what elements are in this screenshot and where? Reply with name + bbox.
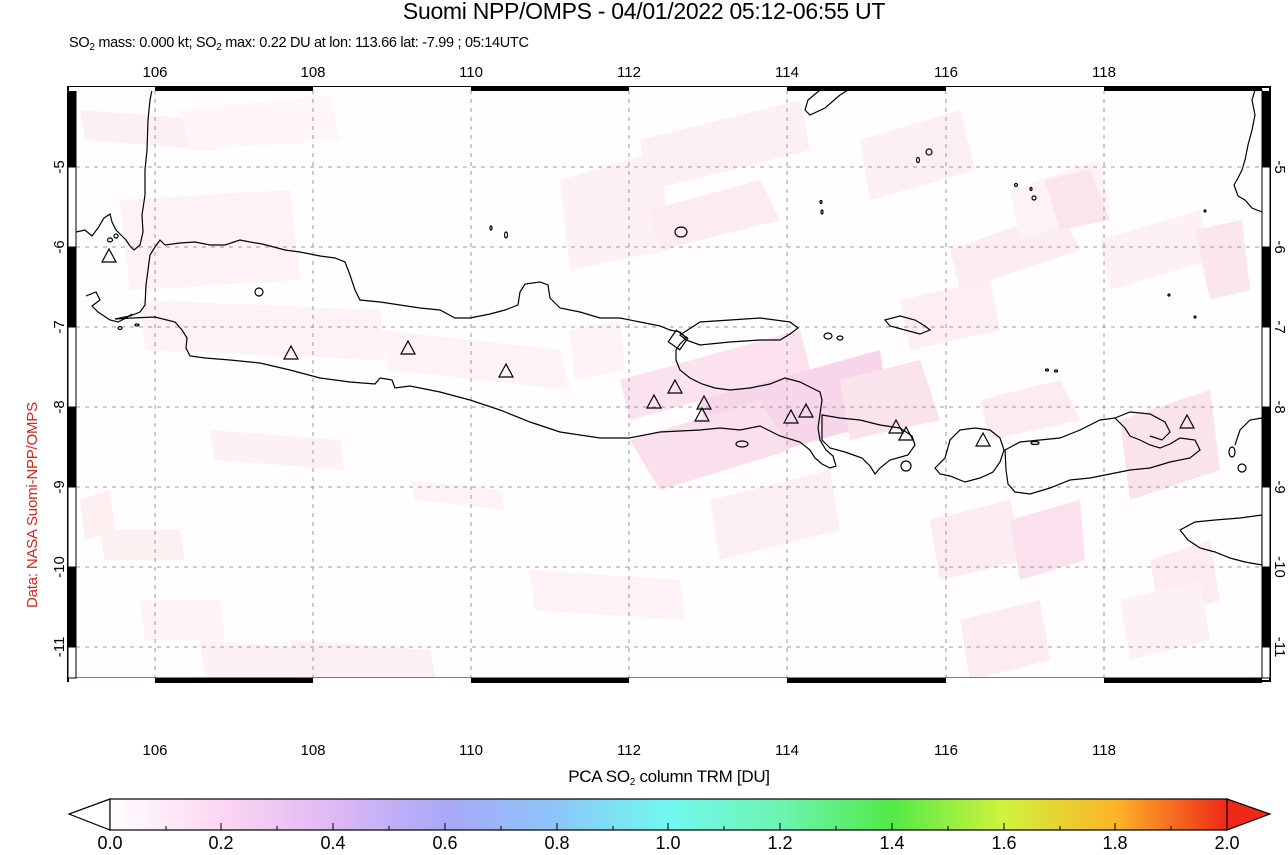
chart-subtitle: SO2 mass: 0.000 kt; SO2 max: 0.22 DU at … [69, 35, 529, 53]
latitude-labels-left: -5 -6 -7 -8 -9 -10 -11 [51, 160, 68, 657]
lat-label-left: -11 [51, 637, 68, 658]
lat-label-left: -6 [51, 240, 68, 253]
lat-label-right: -10 [1271, 556, 1288, 578]
lat-label-right: -6 [1271, 240, 1288, 253]
coastlines [76, 90, 1262, 566]
lat-label-left: -7 [51, 320, 68, 333]
lat-label-left: -5 [51, 160, 68, 173]
borneo-coast [1233, 90, 1262, 213]
kalimantan-coast [804, 90, 849, 116]
volcano-markers [100, 247, 1196, 447]
colorbar-tick-label: 0.6 [432, 833, 458, 853]
lon-label-bottom: 116 [934, 742, 958, 759]
sumba-coast [1179, 514, 1262, 566]
lon-label-top: 114 [775, 64, 799, 81]
lon-label-bottom: 108 [300, 742, 325, 759]
lon-label-top: 116 [934, 64, 958, 81]
chart-title: Suomi NPP/OMPS - 04/01/2022 05:12-06:55 … [402, 0, 886, 24]
colorbar-max-arrow [1226, 798, 1272, 831]
colorbar-label: PCA SO2 column TRM [DU] [568, 767, 770, 788]
lon-label-top: 106 [142, 64, 167, 81]
lon-label-top: 108 [300, 64, 325, 81]
map-frame [67, 86, 1271, 683]
colorbar-tick-label: 1.0 [655, 833, 681, 853]
lon-label-top: 118 [1092, 64, 1116, 81]
colorbar-tick-label: 0.8 [544, 833, 570, 853]
lat-label-right: -8 [1271, 400, 1288, 413]
lat-label-left: -8 [51, 400, 68, 413]
lat-label-right: -11 [1271, 637, 1288, 658]
lon-label-bottom: 118 [1092, 742, 1116, 759]
colorbar-tick-label: 1.6 [991, 833, 1017, 853]
sumbawa-east-coast [1114, 411, 1171, 441]
lat-label-right: -9 [1271, 480, 1288, 493]
lat-label-left: -9 [51, 480, 68, 493]
latitude-labels-right: -5 -6 -7 -8 -9 -10 -11 [1271, 160, 1288, 657]
sumatra-coast [76, 90, 153, 251]
lon-label-bottom: 114 [775, 742, 799, 759]
lombok-coast [934, 427, 1005, 483]
colorbar-tick-label: 0.0 [97, 833, 123, 853]
lat-label-left: -10 [51, 556, 68, 578]
lat-label-right: -7 [1271, 320, 1288, 333]
flores-coast [1234, 417, 1262, 446]
map-plot-area [76, 90, 1262, 678]
colorbar-tick-label: 0.2 [208, 833, 234, 853]
lon-label-bottom: 112 [617, 742, 641, 759]
colorbar-tick-label: 1.8 [1102, 833, 1128, 853]
colorbar-min-arrow [67, 798, 111, 831]
lon-label-top: 112 [617, 64, 641, 81]
sumatra-south-coast [85, 291, 133, 323]
colorbar-tick-label: 0.4 [320, 833, 346, 853]
lat-label-right: -5 [1271, 160, 1288, 173]
colorbar [67, 798, 1272, 831]
longitude-labels: 106 108 110 112 114 116 118 106 108 110 … [142, 64, 1115, 759]
colorbar-tick-label: 1.2 [767, 833, 793, 853]
sumbawa-coast [1004, 417, 1201, 495]
madura-coast [678, 317, 799, 346]
lon-label-bottom: 110 [459, 742, 483, 759]
bali-coast [821, 414, 916, 476]
colorbar-tick-label: 2.0 [1214, 833, 1240, 853]
grid-lines [76, 90, 1262, 678]
lon-label-bottom: 106 [142, 742, 167, 759]
lon-label-top: 110 [459, 64, 483, 81]
java-coast [114, 239, 837, 469]
colorbar-tick-label: 1.4 [879, 833, 905, 853]
